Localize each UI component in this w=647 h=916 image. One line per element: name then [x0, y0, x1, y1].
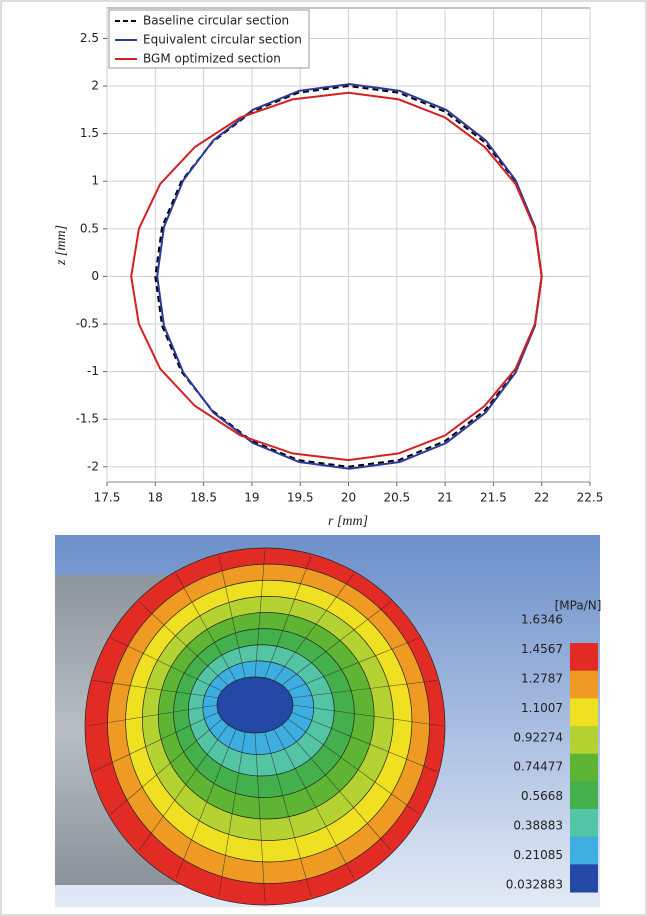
y-tick-label: 0.5 [80, 221, 99, 235]
colorbar-swatch [570, 698, 598, 726]
colorbar-label: 0.92274 [513, 730, 563, 744]
y-tick-label: 0 [91, 269, 99, 283]
colorbar-label: 0.74477 [513, 760, 563, 774]
colorbar-label: 0.21085 [513, 848, 563, 862]
colorbar-swatch [570, 809, 598, 837]
colorbar-swatch [570, 864, 598, 892]
x-tick-label: 20.5 [383, 491, 410, 505]
colorbar-swatch [570, 754, 598, 782]
x-tick-label: 20 [341, 491, 356, 505]
y-tick-label: -0.5 [76, 317, 99, 331]
x-tick-label: 21.5 [480, 491, 507, 505]
colorbar-title: [MPa/N] [555, 599, 602, 613]
legend-label: Baseline circular section [143, 14, 289, 28]
x-tick-label: 21 [437, 491, 452, 505]
contour-band [217, 677, 293, 733]
x-tick-label: 18 [148, 491, 163, 505]
x-tick-label: 19.5 [287, 491, 314, 505]
colorbar-swatch [570, 837, 598, 865]
colorbar-swatch [570, 671, 598, 699]
y-tick-label: -2 [87, 459, 99, 473]
x-tick-label: 19 [244, 491, 259, 505]
figure: r [mm] z [mm] [MPa/N] 17.51818.51919.520… [0, 0, 647, 916]
colorbar-label: 1.6346 [521, 613, 563, 627]
x-tick-label: 22.5 [577, 491, 604, 505]
y-tick-label: 2 [91, 79, 99, 93]
x-tick-label: 22 [534, 491, 549, 505]
colorbar-label: 1.1007 [521, 701, 563, 715]
y-tick-label: 1.5 [80, 126, 99, 140]
legend-label: Equivalent circular section [143, 33, 302, 47]
colorbar-label: 1.4567 [521, 642, 563, 656]
y-tick-label: -1 [87, 364, 99, 378]
legend-label: BGM optimized section [143, 52, 281, 66]
x-axis-label: r [mm] [328, 514, 368, 529]
colorbar-swatch [570, 726, 598, 754]
x-tick-label: 18.5 [190, 491, 217, 505]
colorbar-label: 0.032883 [506, 878, 563, 892]
y-tick-label: 1 [91, 174, 99, 188]
y-tick-label: 2.5 [80, 31, 99, 45]
colorbar-label: 1.2787 [521, 671, 563, 685]
x-tick-label: 17.5 [94, 491, 121, 505]
colorbar-label: 0.5668 [521, 789, 563, 803]
y-tick-label: -1.5 [76, 412, 99, 426]
colorbar-swatch [570, 781, 598, 809]
colorbar-swatch [570, 643, 598, 671]
colorbar-label: 0.38883 [513, 819, 563, 833]
y-axis-label: z [mm] [54, 225, 69, 266]
